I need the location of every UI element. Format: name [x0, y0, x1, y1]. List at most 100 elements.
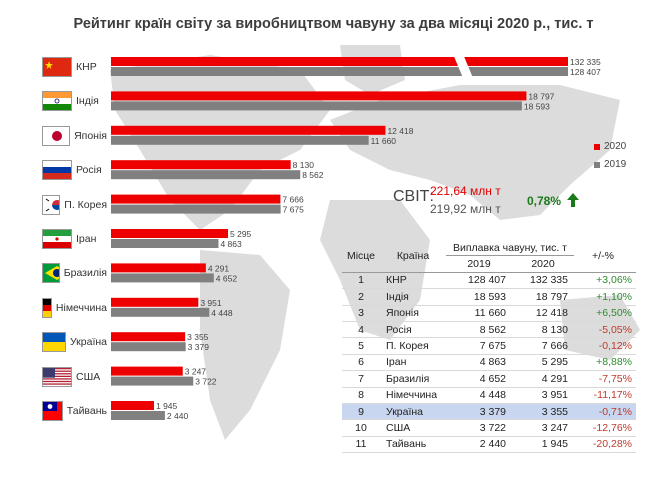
cell-2019: 18 593 [446, 288, 512, 306]
bar-value-2019: 11 660 [371, 136, 397, 146]
cell-country: Індія [380, 288, 446, 306]
bar-2019 [111, 204, 281, 214]
brazil-flag-icon [42, 263, 60, 284]
cell-rank: 2 [342, 288, 380, 306]
cell-2020: 4 291 [512, 370, 574, 388]
cell-country: Україна [380, 403, 446, 421]
world-value-2019: 219,92 млн т [430, 202, 501, 216]
bar-2020 [111, 160, 291, 170]
cell-change: +8,88% [574, 354, 636, 372]
country-row: Німеччина [42, 296, 107, 320]
bar-2019 [111, 239, 219, 248]
bar-2020 [111, 57, 568, 66]
table-row: 8 Німеччина 4 448 3 951 -11,17% [342, 387, 636, 404]
world-value-2020: 221,64 млн т [430, 184, 501, 198]
map-europe-asia [330, 85, 620, 220]
table-row: 9 Україна 3 379 3 355 -0,71% [342, 403, 636, 421]
cell-country: США [380, 419, 446, 437]
world-change-value: 0,78% [527, 194, 562, 208]
table-row: 5 П. Корея 7 675 7 666 -0,12% [342, 337, 636, 355]
bar-2019 [111, 307, 210, 317]
cell-2019: 2 440 [446, 436, 512, 454]
cell-rank: 1 [342, 272, 380, 290]
bar-value-2020: 4 291 [208, 263, 230, 273]
bar-value-2019: 2 440 [167, 411, 189, 421]
country-row: Тайвань [42, 399, 107, 423]
header-2020: 2020 [512, 255, 574, 273]
bar-value-2020: 5 295 [230, 229, 252, 239]
table-row: 1 КНР 128 407 132 335 +3,06% [342, 272, 636, 290]
header-country: Країна [380, 240, 446, 273]
bar-value-2020: 8 130 [293, 160, 315, 170]
country-name: КНР [76, 61, 97, 73]
header-output: Виплавка чавуну, тис. т [446, 240, 574, 257]
cell-change: -0,71% [574, 403, 636, 421]
cell-2019: 3 722 [446, 419, 512, 437]
country-name: Тайвань [66, 405, 107, 417]
cell-2020: 3 951 [512, 387, 574, 404]
bar-value-2020: 1 945 [156, 401, 178, 411]
bar-2020 [111, 91, 527, 101]
header-rank: Місце [342, 240, 380, 273]
cell-country: Тайвань [380, 436, 446, 454]
legend-item-2019: 2019 [594, 159, 626, 170]
bar-2020 [111, 401, 154, 410]
bar-2019 [111, 342, 186, 352]
cell-2020: 5 295 [512, 354, 574, 372]
bar-2019 [111, 135, 369, 145]
bar-value-2019: 7 675 [283, 205, 305, 215]
header-change: +/-% [574, 240, 636, 273]
bar-value-2019: 3 722 [195, 377, 217, 387]
data-table: Місце Країна Виплавка чавуну, тис. т +/-… [342, 240, 636, 454]
bar-value-2020: 18 797 [528, 91, 554, 101]
bar-value-2020: 7 666 [282, 195, 304, 205]
cell-rank: 3 [342, 305, 380, 322]
cell-country: П. Корея [380, 337, 446, 355]
ukraine-flag-icon [42, 332, 66, 353]
cell-change: +6,50% [574, 305, 636, 322]
table-row: 7 Бразилія 4 652 4 291 -7,75% [342, 370, 636, 388]
taiwan-flag-icon [42, 401, 63, 421]
country-name: Росія [76, 164, 102, 177]
legend-item-2020: 2020 [594, 141, 626, 152]
country-row: Росія [42, 158, 107, 182]
table-row: 10 США 3 722 3 247 -12,76% [342, 419, 636, 437]
arrow-up-icon [567, 193, 580, 207]
bar-value-2019: 4 448 [211, 308, 233, 318]
cell-change: -0,12% [574, 337, 636, 355]
bar-value-2019: 128 407 [570, 67, 601, 77]
legend-swatch-2020 [594, 143, 600, 150]
russia-flag-icon [42, 160, 72, 181]
country-name: Японія [74, 129, 107, 142]
germany-flag-icon [42, 297, 52, 318]
bar-2020 [111, 125, 386, 135]
bar-2020 [111, 332, 186, 342]
legend-label-2020: 2020 [604, 141, 627, 152]
cell-country: Німеччина [380, 387, 446, 404]
cell-2019: 11 660 [446, 305, 512, 322]
bar-value-2020: 12 418 [387, 126, 413, 136]
cell-2020: 7 666 [512, 337, 574, 355]
axis-break-marker [453, 54, 473, 78]
table-row: 3 Японія 11 660 12 418 +6,50% [342, 305, 636, 322]
country-row: Україна [42, 330, 107, 354]
bar-2019 [111, 411, 165, 420]
india-flag-icon [42, 91, 72, 112]
cell-change: -20,28% [574, 436, 636, 454]
country-row: Індія [42, 89, 107, 113]
table-row: 4 Росія 8 562 8 130 -5,05% [342, 321, 636, 339]
bar-value-2020: 3 951 [200, 298, 222, 308]
cell-rank: 8 [342, 387, 380, 404]
cell-country: Іран [380, 354, 446, 372]
cell-change: +1,10% [574, 288, 636, 306]
usa-flag-icon [42, 366, 72, 387]
cell-2020: 1 945 [512, 436, 574, 454]
cell-change: +3,06% [574, 272, 636, 290]
chart-title: Рейтинг країн світу за виробництвом чаву… [73, 16, 594, 32]
cell-2019: 4 652 [446, 370, 512, 388]
cell-2019: 4 863 [446, 354, 512, 372]
bar-value-2019: 4 863 [220, 239, 242, 249]
cell-country: Бразилія [380, 370, 446, 388]
cell-rank: 6 [342, 354, 380, 372]
